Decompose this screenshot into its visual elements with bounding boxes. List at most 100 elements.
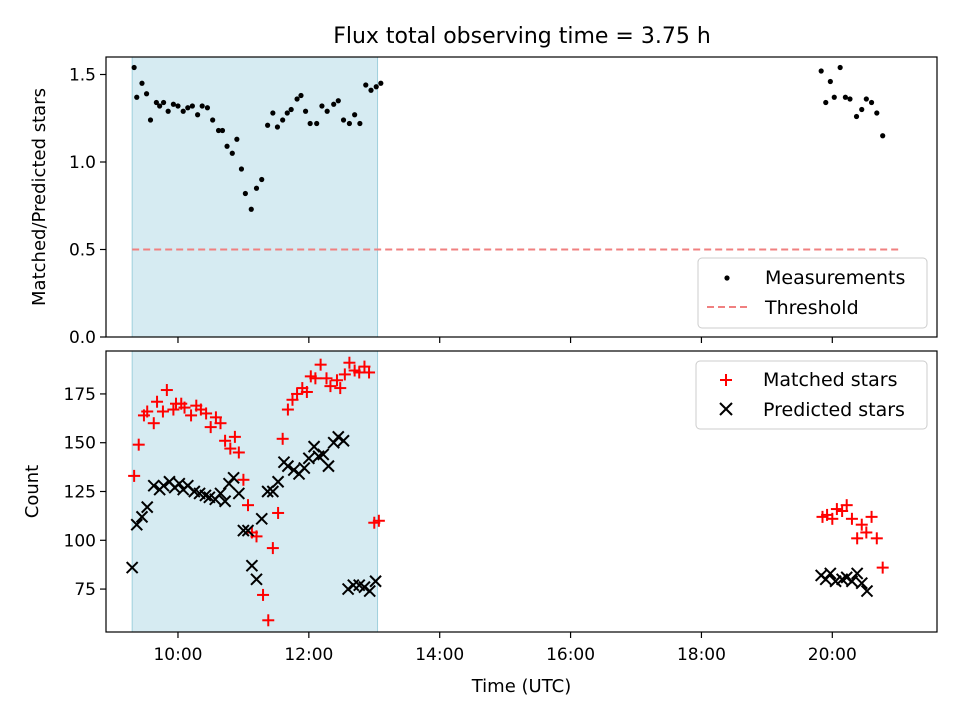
measurement-point [229, 150, 235, 156]
measurement-point [352, 112, 358, 118]
predicted-star-point [227, 471, 240, 485]
predicted-star-point [824, 567, 837, 580]
matched-star-point [185, 409, 198, 422]
measurement-point [270, 110, 276, 116]
x-tick-label: 12:00 [284, 645, 333, 665]
predicted-star-point [317, 448, 330, 461]
bottom-y-tick-label: 150 [64, 434, 96, 454]
measurement-point [368, 87, 374, 93]
matched-star-point [232, 446, 245, 459]
measurement-point [219, 127, 226, 134]
measurement-point [340, 117, 347, 123]
predicted-star-point [130, 518, 143, 531]
measurement-point [274, 124, 281, 130]
top-shaded-interval [131, 56, 379, 338]
predicted-star-point [271, 475, 285, 488]
legend-predicted-marker [719, 402, 733, 416]
x-tick-label: 18:00 [677, 645, 726, 665]
legend-predicted-label: Predicted stars [763, 399, 905, 421]
matched-star-point [840, 499, 853, 512]
bottom-legend-box [695, 360, 928, 430]
measurement-point [842, 94, 848, 100]
matched-star-point [219, 434, 232, 447]
measurement-point [288, 106, 294, 113]
bottom-y-axis-label: Count [22, 465, 43, 518]
matched-star-point [237, 473, 250, 486]
predicted-star-point [245, 559, 259, 572]
measurement-point [131, 64, 137, 71]
measurement-point [373, 84, 379, 90]
measurement-point [242, 190, 248, 197]
matched-star-point [128, 469, 141, 482]
matched-star-point [851, 532, 864, 545]
matched-star-point [160, 384, 173, 397]
legend-measurements-label: Measurements [765, 267, 905, 289]
matched-star-point [860, 526, 873, 539]
measurement-point [831, 94, 837, 100]
matched-star-point [272, 506, 285, 519]
predicted-stars-series [125, 430, 874, 598]
matched-star-point [343, 356, 356, 369]
measurement-point [357, 120, 363, 127]
top-legend: Measurements Threshold [697, 257, 928, 329]
top-y-tick-label: 1.5 [69, 66, 96, 86]
measurement-point [224, 143, 230, 149]
matched-star-point [257, 588, 270, 601]
predicted-star-point [199, 489, 212, 502]
x-tick-label: 10:00 [153, 645, 202, 665]
matched-star-point [876, 561, 889, 574]
matched-star-point [204, 421, 217, 434]
top-y-axis-label: Matched/Predicted stars [29, 88, 50, 306]
predicted-star-point [266, 485, 280, 498]
matched-stars-series [128, 356, 889, 627]
measurement-point [294, 96, 300, 102]
measurement-point [160, 99, 167, 106]
measurement-point [175, 103, 181, 109]
top-y-tick-label: 0.0 [69, 328, 96, 348]
measurement-point [837, 64, 843, 71]
predicted-star-point [261, 485, 274, 498]
measurement-point [180, 108, 186, 114]
x-tick-label: 20:00 [808, 645, 857, 665]
legend-threshold-label: Threshold [764, 297, 859, 319]
matched-star-point [178, 401, 191, 414]
matched-star-point [363, 366, 376, 379]
predicted-star-point [860, 584, 874, 598]
matched-star-point [338, 368, 351, 381]
matched-star-point [132, 438, 145, 451]
predicted-star-point [241, 524, 255, 537]
top-y-tick-label: 0.5 [69, 241, 96, 261]
predicted-star-point [302, 452, 316, 465]
measurement-point [199, 103, 205, 109]
bottom-x-axis: 10:00 12:00 14:00 16:00 18:00 20:00 [153, 632, 857, 665]
matched-star-point [870, 532, 883, 545]
measurement-point [818, 68, 824, 74]
predicted-star-point [298, 461, 311, 475]
measurement-point [319, 103, 325, 109]
measurement-point [853, 113, 860, 120]
measurement-point [195, 112, 201, 118]
measurement-point [185, 105, 191, 111]
predicted-star-point [157, 479, 170, 492]
matched-star-point [200, 407, 213, 420]
predicted-star-point [850, 567, 864, 580]
matched-star-point [151, 395, 164, 408]
bottom-y-tick-label: 175 [64, 385, 96, 405]
measurement-point [165, 108, 171, 114]
top-y-tick-label: 1.0 [69, 153, 96, 173]
measurement-point [874, 110, 880, 116]
matched-star-point [320, 372, 333, 385]
bottom-y-tick-label: 100 [64, 531, 96, 551]
matched-star-point [865, 510, 878, 523]
x-tick-label: 14:00 [415, 645, 464, 665]
measurement-point [378, 80, 384, 86]
matched-star-point [826, 512, 839, 525]
legend-measurements-marker [724, 275, 730, 281]
matched-star-point [330, 374, 343, 387]
bottom-y-axis: 75 100 125 150 175 [64, 385, 106, 600]
predicted-star-point [135, 510, 149, 524]
matched-star-point [266, 542, 279, 555]
measurement-point [298, 92, 304, 99]
measurement-point [868, 99, 875, 106]
